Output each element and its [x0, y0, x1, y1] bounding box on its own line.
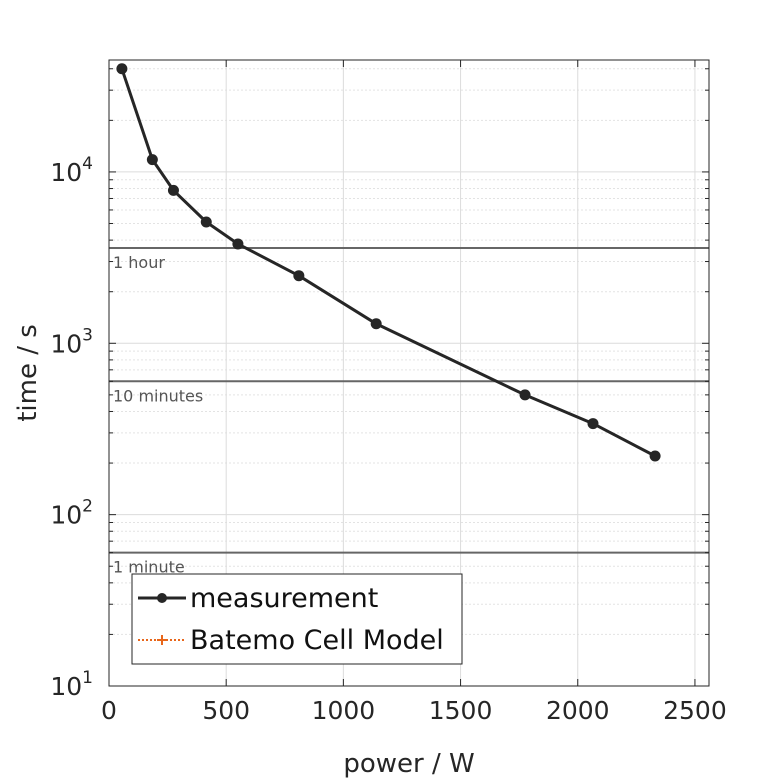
plot-frame: [108, 59, 710, 687]
data-point: [232, 238, 244, 250]
reference-line-label: 10 minutes: [113, 386, 203, 405]
data-point: [116, 63, 128, 75]
data-point: [519, 389, 531, 401]
x-axis-label: power / W: [343, 749, 474, 779]
reference-line-label: 1 minute: [113, 558, 185, 577]
y-axis-label: time / s: [13, 324, 43, 422]
axis-ticks: [108, 60, 709, 687]
legend-batemo-label: Batemo Cell Model: [190, 625, 444, 656]
y-tick-label: 103: [50, 325, 93, 358]
x-tick-label: 1500: [429, 696, 493, 725]
legend-batemo-marker: [157, 635, 167, 645]
series-group: [116, 63, 661, 462]
legend-box: [131, 573, 463, 665]
y-tick-label: 101: [50, 668, 93, 701]
legend: measurement Batemo Cell Model: [131, 573, 463, 665]
series-line-0: [120, 68, 656, 458]
x-tick-labels: 0 500 1000 1500 2000 2500: [101, 696, 727, 725]
legend-measurement-label: measurement: [190, 583, 378, 614]
x-tick-label: 500: [202, 696, 250, 725]
data-point: [649, 450, 661, 462]
reference-line-label: 1 hour: [113, 253, 165, 272]
data-point: [587, 418, 599, 430]
legend-measurement-marker: [157, 593, 167, 603]
data-point: [146, 154, 158, 166]
y-tick-labels: 101 102 103 104: [50, 154, 93, 701]
data-point: [293, 270, 305, 282]
data-point: [370, 318, 382, 330]
y-tick-label: 102: [50, 497, 93, 530]
x-tick-label: 1000: [312, 696, 376, 725]
x-tick-label: 2000: [546, 696, 610, 725]
y-tick-label: 104: [50, 154, 93, 187]
data-point: [167, 184, 179, 196]
reference-lines: 1 hour 10 minutes 1 minute: [109, 246, 709, 577]
x-tick-label: 2500: [663, 696, 727, 725]
x-tick-label: 0: [101, 696, 117, 725]
data-point: [200, 216, 212, 228]
